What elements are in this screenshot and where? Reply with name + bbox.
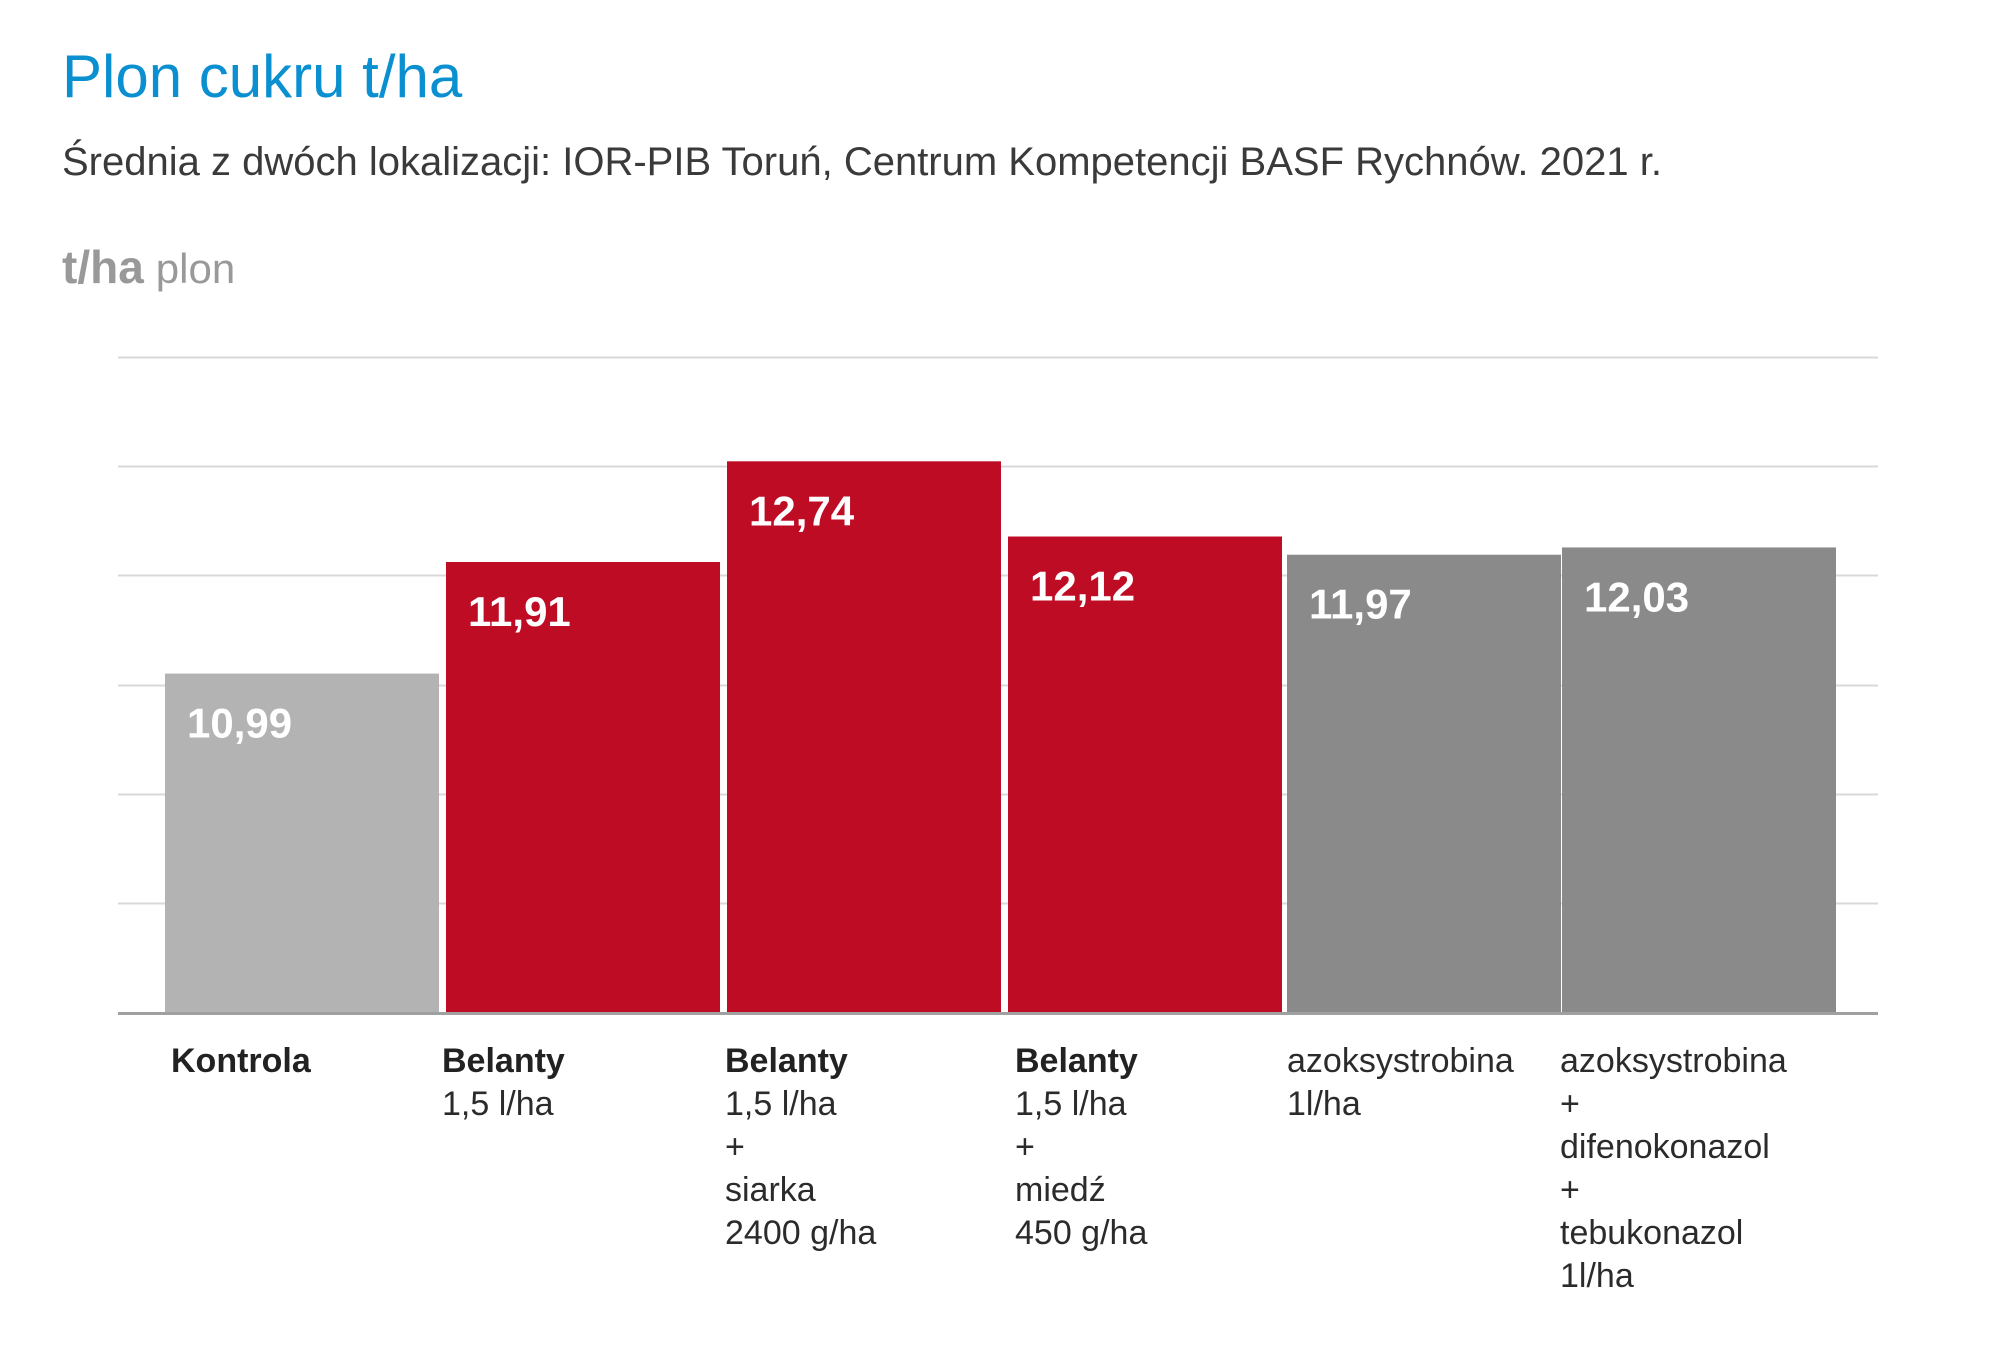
bar-value-label-5: 12,03 xyxy=(1584,573,1689,620)
category-label-title: Belanty xyxy=(725,1042,848,1080)
category-label-title: Kontrola xyxy=(171,1042,311,1080)
category-label-1: Belanty 1,5 l/ha xyxy=(442,1040,565,1126)
category-label-line: 1,5 l/ha xyxy=(1015,1085,1127,1123)
bar-0 xyxy=(165,673,439,1012)
category-label-line: 2400 g/ha xyxy=(725,1214,877,1252)
category-label-line: + xyxy=(1560,1085,1580,1123)
category-label-line: + xyxy=(725,1128,745,1166)
bar-value-label-3: 12,12 xyxy=(1030,563,1135,610)
y-axis-unit-label: t/ha plon xyxy=(62,240,235,294)
category-label-line: azoksystrobina xyxy=(1287,1042,1514,1080)
chart-title: Plon cukru t/ha xyxy=(62,43,463,110)
category-label-line: 450 g/ha xyxy=(1015,1214,1148,1252)
category-label-2: Belanty 1,5 l/ha + siarka 2400 g/ha xyxy=(725,1040,876,1255)
bar-value-label-0: 10,99 xyxy=(187,700,292,747)
bar-value-label-4: 11,97 xyxy=(1309,581,1412,628)
bar-2 xyxy=(727,461,1001,1012)
bar-4 xyxy=(1287,554,1561,1012)
category-label-line: 1,5 l/ha xyxy=(442,1085,554,1123)
category-label-line: azoksystrobina xyxy=(1560,1042,1787,1080)
bar-3 xyxy=(1008,536,1282,1012)
unit-bold: t/ha xyxy=(62,241,144,293)
category-label-line: 1l/ha xyxy=(1560,1257,1634,1295)
category-label-line: difenokonazol xyxy=(1560,1128,1770,1166)
category-label-title: Belanty xyxy=(442,1042,565,1080)
category-label-5: azoksystrobina + difenokonazol + tebukonazol… xyxy=(1560,1040,1787,1298)
category-label-line: 1,5 l/ha xyxy=(725,1085,837,1123)
category-label-line: miedź xyxy=(1015,1171,1106,1209)
category-label-line: 1l/ha xyxy=(1287,1085,1361,1123)
category-label-line: + xyxy=(1560,1171,1580,1209)
bar-5 xyxy=(1562,547,1836,1012)
unit-light: plon xyxy=(155,245,236,292)
category-label-line: + xyxy=(1015,1128,1035,1166)
category-label-0: Kontrola xyxy=(171,1040,311,1083)
bar-value-label-1: 11,91 xyxy=(468,588,571,635)
category-label-title: Belanty xyxy=(1015,1042,1138,1080)
bar-value-label-2: 12,74 xyxy=(749,487,855,534)
chart-subtitle: Średnia z dwóch lokalizacji: IOR-PIB Tor… xyxy=(62,140,1662,184)
category-label-line: tebukonazol xyxy=(1560,1214,1744,1252)
category-label-line: siarka xyxy=(725,1171,816,1209)
category-label-3: Belanty 1,5 l/ha + miedź 450 g/ha xyxy=(1015,1040,1147,1255)
bar-1 xyxy=(446,561,720,1012)
category-label-4: azoksystrobina 1l/ha xyxy=(1287,1040,1514,1126)
